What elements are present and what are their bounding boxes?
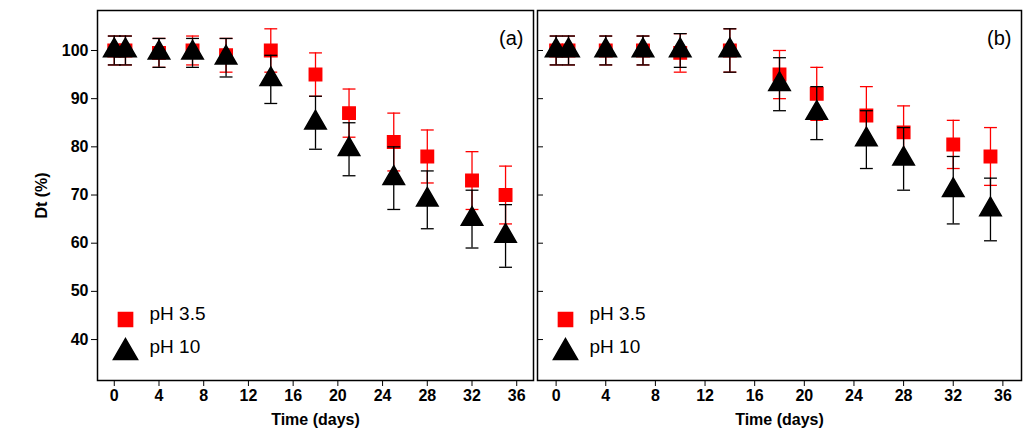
svg-text:20: 20 xyxy=(795,387,813,404)
svg-text:28: 28 xyxy=(418,387,436,404)
svg-text:50: 50 xyxy=(71,282,89,299)
svg-text:32: 32 xyxy=(463,387,481,404)
svg-text:24: 24 xyxy=(374,387,392,404)
svg-text:90: 90 xyxy=(71,90,89,107)
svg-text:24: 24 xyxy=(845,387,863,404)
svg-text:pH 3.5: pH 3.5 xyxy=(590,303,646,324)
svg-text:0: 0 xyxy=(552,387,561,404)
svg-text:12: 12 xyxy=(240,387,258,404)
svg-text:60: 60 xyxy=(71,234,89,251)
svg-text:Time (days): Time (days) xyxy=(271,411,360,428)
svg-text:70: 70 xyxy=(71,186,89,203)
svg-text:8: 8 xyxy=(199,387,208,404)
svg-text:pH 10: pH 10 xyxy=(150,336,201,357)
svg-text:40: 40 xyxy=(71,331,89,348)
svg-text:36: 36 xyxy=(994,387,1012,404)
svg-text:Time (days): Time (days) xyxy=(735,411,824,428)
svg-text:pH 3.5: pH 3.5 xyxy=(150,303,206,324)
svg-text:28: 28 xyxy=(895,387,913,404)
svg-text:16: 16 xyxy=(746,387,764,404)
svg-text:20: 20 xyxy=(329,387,347,404)
svg-text:(b): (b) xyxy=(987,27,1011,49)
svg-text:(a): (a) xyxy=(499,27,523,49)
svg-text:Dt (%): Dt (%) xyxy=(33,172,50,218)
svg-text:12: 12 xyxy=(696,387,714,404)
svg-text:0: 0 xyxy=(110,387,119,404)
svg-text:32: 32 xyxy=(944,387,962,404)
svg-text:4: 4 xyxy=(155,387,164,404)
svg-text:16: 16 xyxy=(284,387,302,404)
svg-text:100: 100 xyxy=(62,42,89,59)
svg-text:80: 80 xyxy=(71,138,89,155)
svg-text:36: 36 xyxy=(508,387,526,404)
svg-text:8: 8 xyxy=(651,387,660,404)
svg-text:pH 10: pH 10 xyxy=(590,336,641,357)
svg-text:4: 4 xyxy=(601,387,610,404)
